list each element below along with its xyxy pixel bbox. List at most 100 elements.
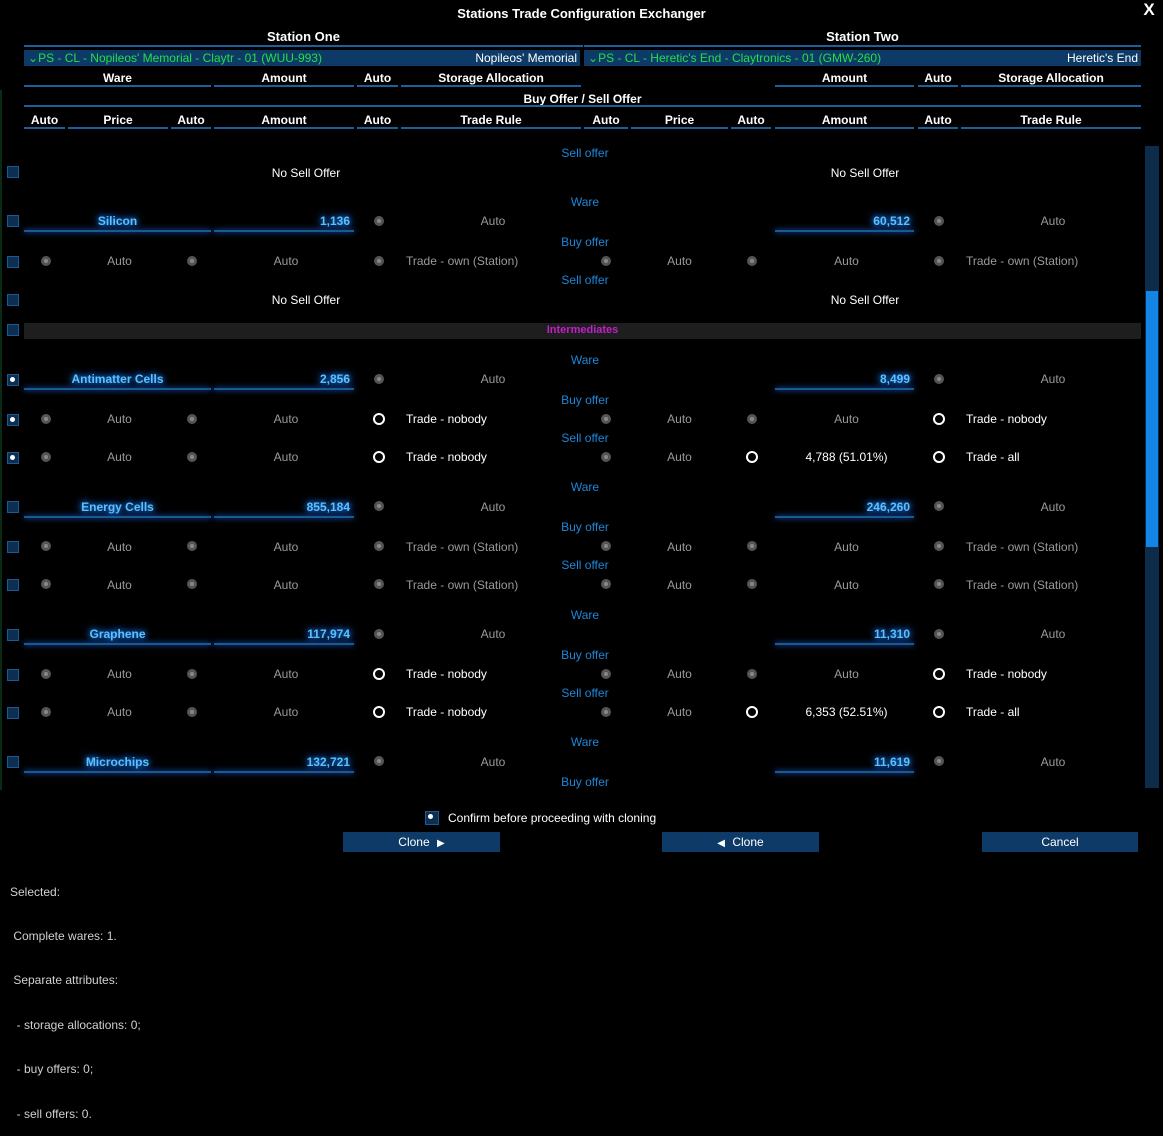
auto-radio[interactable] <box>747 541 757 551</box>
auto-radio[interactable] <box>747 414 757 424</box>
auto-radio[interactable] <box>934 216 944 226</box>
auto-radio[interactable] <box>934 629 944 639</box>
row-checkbox[interactable] <box>7 452 19 464</box>
group-checkbox[interactable] <box>7 324 19 336</box>
auto-radio[interactable] <box>747 256 757 266</box>
auto-radio[interactable] <box>187 414 197 424</box>
auto-radio[interactable] <box>41 579 51 589</box>
auto-radio[interactable] <box>747 669 757 679</box>
divider <box>401 85 581 87</box>
amount-s2: 246,260 <box>866 500 910 514</box>
manual-radio[interactable] <box>746 706 758 718</box>
auto-radio[interactable] <box>187 541 197 551</box>
manual-radio[interactable] <box>746 451 758 463</box>
auto-radio[interactable] <box>934 756 944 766</box>
row-checkbox[interactable] <box>7 756 19 768</box>
trade-rule-s1: Trade - nobody <box>406 412 487 426</box>
section-label-sell-offer: Sell offer <box>561 146 609 160</box>
header-buy-auto-s1: Auto <box>30 113 59 127</box>
trade-rule-s2: Trade - nobody <box>966 412 1047 426</box>
auto-radio[interactable] <box>374 501 384 511</box>
auto-radio[interactable] <box>601 452 611 462</box>
status-line: Selected: <box>10 884 61 899</box>
section-label-ware: Ware <box>570 353 600 367</box>
auto-radio[interactable] <box>601 541 611 551</box>
auto-radio[interactable] <box>41 707 51 717</box>
underline <box>214 388 354 390</box>
auto-radio[interactable] <box>41 541 51 551</box>
auto-radio[interactable] <box>41 256 51 266</box>
auto-radio[interactable] <box>187 256 197 266</box>
clone-to-left-button[interactable]: ◀ Clone <box>662 832 819 852</box>
auto-radio[interactable] <box>374 756 384 766</box>
auto-radio[interactable] <box>41 669 51 679</box>
row-checkbox[interactable] <box>7 501 19 513</box>
close-icon[interactable]: X <box>1143 0 1155 19</box>
auto-radio[interactable] <box>601 579 611 589</box>
manual-radio[interactable] <box>933 706 945 718</box>
auto-radio[interactable] <box>934 541 944 551</box>
underline <box>775 516 914 518</box>
auto-radio[interactable] <box>374 579 384 589</box>
auto-radio[interactable] <box>934 256 944 266</box>
row-checkbox[interactable] <box>7 629 19 641</box>
auto-radio[interactable] <box>374 216 384 226</box>
status-line: Separate attributes: <box>10 973 119 988</box>
row-checkbox[interactable] <box>7 707 19 719</box>
auto-radio[interactable] <box>601 414 611 424</box>
price-s1: Auto <box>107 578 132 592</box>
row-checkbox[interactable] <box>7 414 19 426</box>
amount-s1: 132,721 <box>306 755 350 769</box>
auto-radio[interactable] <box>934 374 944 384</box>
station-two-dropdown[interactable]: ⌄PS - CL - Heretic's End - Claytronics -… <box>584 50 1141 66</box>
row-checkbox[interactable] <box>7 669 19 681</box>
station-one-dropdown[interactable]: ⌄PS - CL - Nopileos' Memorial - Claytr -… <box>24 50 580 66</box>
auto-radio[interactable] <box>374 541 384 551</box>
row-checkbox[interactable] <box>7 579 19 591</box>
price-s2: Auto <box>667 578 692 592</box>
row-checkbox[interactable] <box>7 256 19 268</box>
auto-radio[interactable] <box>187 707 197 717</box>
section-label-buy-offer: Buy offer <box>561 393 609 407</box>
price-s1: Auto <box>107 412 132 426</box>
manual-radio[interactable] <box>933 668 945 680</box>
manual-radio[interactable] <box>933 413 945 425</box>
scrollbar-thumb[interactable] <box>1146 291 1158 547</box>
divider <box>731 127 771 129</box>
auto-radio[interactable] <box>374 374 384 384</box>
offer-amount-s1: Auto <box>273 667 299 681</box>
auto-radio[interactable] <box>187 452 197 462</box>
auto-radio[interactable] <box>187 579 197 589</box>
manual-radio[interactable] <box>373 413 385 425</box>
row-checkbox[interactable] <box>7 215 19 227</box>
auto-radio[interactable] <box>601 669 611 679</box>
manual-radio[interactable] <box>373 706 385 718</box>
auto-radio[interactable] <box>41 452 51 462</box>
row-checkbox[interactable] <box>7 166 19 178</box>
divider <box>357 127 398 129</box>
price-s1: Auto <box>107 254 132 268</box>
auto-radio[interactable] <box>41 414 51 424</box>
manual-radio[interactable] <box>933 451 945 463</box>
section-label-ware: Ware <box>570 480 600 494</box>
row-checkbox[interactable] <box>7 294 19 306</box>
manual-radio[interactable] <box>373 668 385 680</box>
auto-radio[interactable] <box>601 256 611 266</box>
auto-radio[interactable] <box>374 256 384 266</box>
auto-radio[interactable] <box>934 501 944 511</box>
header-storage-s1: Storage Allocation <box>438 71 544 85</box>
manual-radio[interactable] <box>373 451 385 463</box>
header-price-auto-s2: Auto <box>737 113 765 127</box>
clone-to-right-button[interactable]: Clone ▶ <box>343 832 500 852</box>
row-checkbox[interactable] <box>7 541 19 553</box>
auto-radio[interactable] <box>187 669 197 679</box>
storage-allocation-s1: Auto <box>480 214 506 228</box>
auto-radio[interactable] <box>747 579 757 589</box>
amount-s2: 11,310 <box>873 627 910 641</box>
auto-radio[interactable] <box>934 579 944 589</box>
confirm-checkbox[interactable] <box>425 811 439 825</box>
cancel-button[interactable]: Cancel <box>982 832 1138 852</box>
auto-radio[interactable] <box>374 629 384 639</box>
auto-radio[interactable] <box>601 707 611 717</box>
row-checkbox[interactable] <box>7 374 19 386</box>
